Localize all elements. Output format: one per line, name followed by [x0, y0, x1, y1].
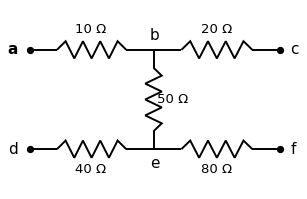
- Point: [27, 48, 32, 51]
- Text: 10 Ω: 10 Ω: [75, 23, 106, 36]
- Text: b: b: [150, 28, 160, 43]
- Text: c: c: [290, 42, 299, 57]
- Text: f: f: [290, 142, 296, 157]
- Text: 80 Ω: 80 Ω: [201, 163, 232, 176]
- Text: 40 Ω: 40 Ω: [75, 163, 106, 176]
- Point: [278, 48, 283, 51]
- Text: e: e: [150, 156, 160, 171]
- Text: 50 Ω: 50 Ω: [157, 93, 188, 106]
- Text: d: d: [8, 142, 18, 157]
- Point: [278, 148, 283, 151]
- Point: [27, 148, 32, 151]
- Text: 20 Ω: 20 Ω: [201, 23, 232, 36]
- Text: a: a: [8, 42, 18, 57]
